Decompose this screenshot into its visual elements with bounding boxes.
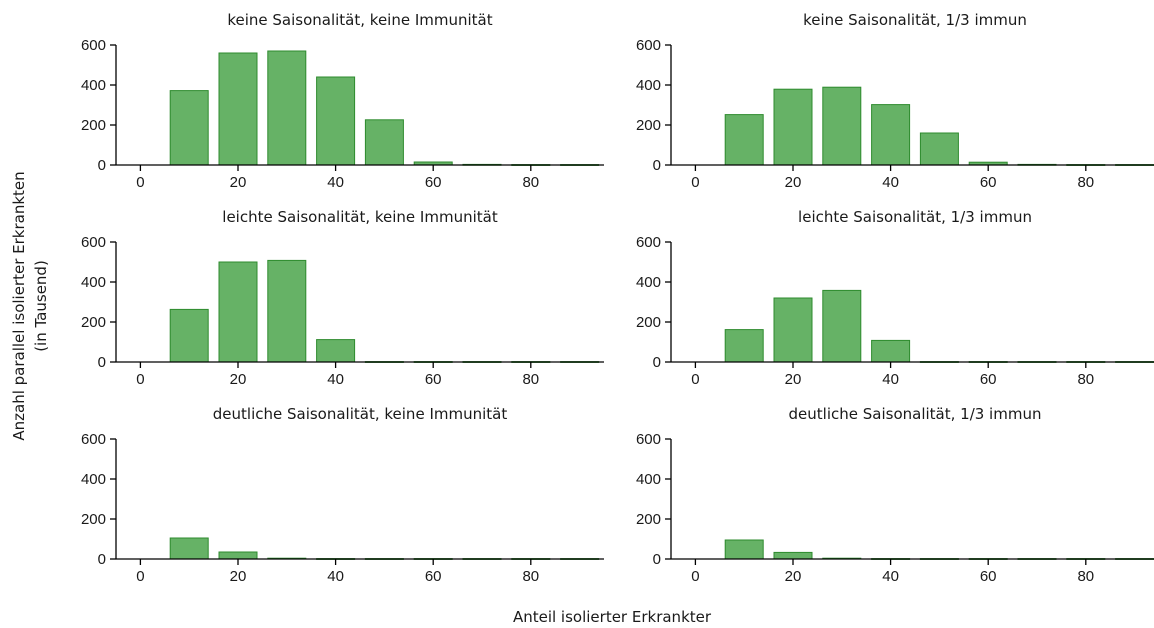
y-tick-label: 200: [636, 511, 661, 528]
x-tick-label: 60: [980, 174, 997, 191]
panel-title: keine Saisonalität, 1/3 immun: [803, 11, 1027, 29]
bar: [169, 90, 209, 166]
bar: [822, 86, 862, 166]
y-tick-label: 0: [653, 551, 661, 568]
panel-2: keine Saisonalität, 1/3 immun 0 200 400 600 0…: [636, 11, 1154, 191]
x-axis-label: Anteil isolierter Erkrankter: [513, 608, 712, 626]
y-tick-label: 0: [653, 354, 661, 371]
x-tick-label: 0: [691, 568, 699, 585]
x-tick-label: 60: [980, 568, 997, 585]
y-tick-label: 400: [81, 471, 106, 488]
panel-title: keine Saisonalität, keine Immunität: [227, 11, 492, 29]
bar: [218, 261, 258, 363]
x-tick-label: 40: [327, 371, 344, 388]
y-tick-label: 600: [81, 234, 106, 251]
panel-title: deutliche Saisonalität, keine Immunität: [213, 405, 508, 423]
x-tick-label: 60: [425, 568, 442, 585]
y-tick-label: 400: [636, 274, 661, 291]
y-tick-label: 0: [98, 157, 106, 174]
bar: [267, 259, 307, 363]
bar: [773, 297, 813, 363]
x-tick-label: 40: [327, 568, 344, 585]
panel-title: leichte Saisonalität, 1/3 immun: [798, 208, 1032, 226]
x-tick-label: 20: [785, 174, 802, 191]
x-tick-label: 80: [1077, 371, 1094, 388]
bar: [169, 537, 209, 560]
panel-1: keine Saisonalität, keine Immunität02004…: [81, 11, 604, 191]
panels: keine Saisonalität, keine Immunität02004…: [81, 11, 1154, 585]
bar: [822, 289, 862, 363]
x-tick-label: 20: [230, 568, 247, 585]
bar: [364, 119, 404, 166]
y-tick-label: 0: [98, 551, 106, 568]
bar: [919, 132, 959, 166]
x-tick-label: 0: [691, 174, 699, 191]
bar: [316, 76, 356, 166]
bar: [267, 50, 307, 166]
y-tick-label: 200: [636, 314, 661, 331]
y-tick-label: 400: [81, 274, 106, 291]
x-tick-label: 80: [522, 568, 539, 585]
y-tick-label: 0: [653, 157, 661, 174]
bar: [773, 551, 813, 560]
panel-title: deutliche Saisonalität, 1/3 immun: [789, 405, 1042, 423]
y-tick-label: 400: [81, 77, 106, 94]
y-tick-label: 600: [636, 431, 661, 448]
x-tick-label: 40: [882, 174, 899, 191]
panel-5: deutliche Saisonalität, keine Immunität 0…: [81, 405, 604, 585]
panel-title: leichte Saisonalität, keine Immunität: [222, 208, 498, 226]
panel-4: leichte Saisonalität, 1/3 immun020040060…: [636, 208, 1154, 388]
x-tick-label: 0: [136, 371, 144, 388]
bar: [773, 88, 813, 166]
x-tick-label: 80: [1077, 568, 1094, 585]
bar: [871, 339, 911, 363]
bar: [724, 329, 764, 363]
x-tick-label: 80: [522, 371, 539, 388]
x-tick-label: 40: [882, 371, 899, 388]
panel-3: leichte Saisonalität, keine Immunität 0 20…: [81, 208, 604, 388]
bar: [169, 308, 209, 363]
y-tick-label: 600: [81, 37, 106, 54]
y-axis-label-unit: (in Tausend): [32, 260, 50, 352]
x-tick-label: 60: [980, 371, 997, 388]
bar: [218, 551, 258, 560]
y-tick-label: 200: [636, 117, 661, 134]
bar: [724, 114, 764, 166]
x-tick-label: 40: [882, 568, 899, 585]
bar: [218, 52, 258, 166]
y-tick-label: 400: [636, 471, 661, 488]
x-tick-label: 20: [785, 371, 802, 388]
bar: [724, 539, 764, 560]
y-tick-label: 200: [81, 117, 106, 134]
bar: [871, 104, 911, 166]
x-tick-label: 0: [136, 568, 144, 585]
x-tick-label: 80: [522, 174, 539, 191]
y-tick-label: 0: [98, 354, 106, 371]
y-tick-label: 400: [636, 77, 661, 94]
x-tick-label: 20: [230, 371, 247, 388]
x-tick-label: 40: [327, 174, 344, 191]
y-tick-label: 600: [636, 234, 661, 251]
x-tick-label: 60: [425, 174, 442, 191]
x-tick-label: 80: [1077, 174, 1094, 191]
x-tick-label: 60: [425, 371, 442, 388]
panel-6: deutliche Saisonalität, 1/3 immun0200400…: [636, 405, 1154, 585]
x-tick-label: 0: [691, 371, 699, 388]
x-tick-label: 20: [230, 174, 247, 191]
y-axis-label: Anzahl parallel isolierter Erkrankten: [10, 171, 28, 440]
y-tick-label: 200: [81, 314, 106, 331]
x-tick-label: 0: [136, 174, 144, 191]
bar: [316, 339, 356, 363]
y-tick-label: 600: [636, 37, 661, 54]
y-tick-label: 600: [81, 431, 106, 448]
x-tick-label: 20: [785, 568, 802, 585]
y-tick-label: 200: [81, 511, 106, 528]
